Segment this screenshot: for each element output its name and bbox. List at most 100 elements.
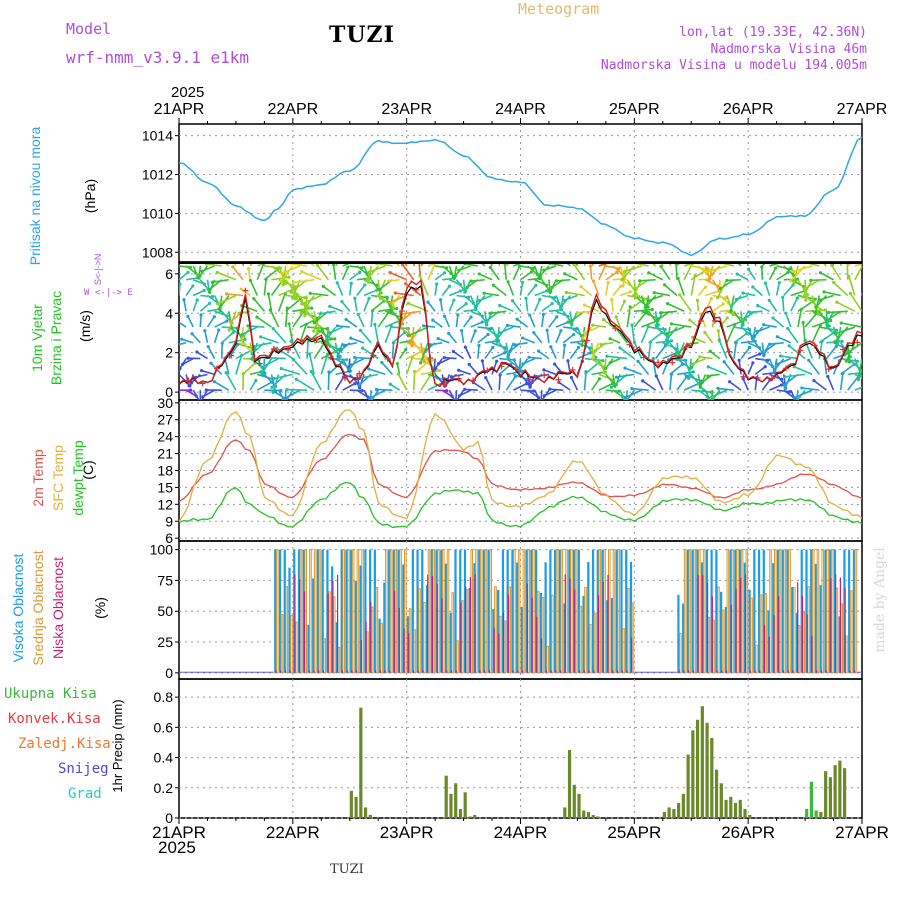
- wind-arrow: [285, 389, 294, 400]
- wind-arrow: [772, 317, 785, 328]
- wind-arrow-head: [179, 366, 182, 371]
- wind-arrow-head: [250, 356, 254, 360]
- wind-arrow-head: [632, 340, 637, 344]
- wind-arrow-head: [698, 385, 702, 389]
- wind-arrow: [562, 345, 566, 359]
- low-cloud-bar: [327, 593, 329, 673]
- wind-arrow: [679, 294, 692, 312]
- wind-arrow: [351, 357, 365, 366]
- wind-arrow: [183, 299, 187, 312]
- wind-arrow: [730, 295, 735, 312]
- low-cloud-bar: [488, 670, 490, 673]
- mid-cloud-bar: [385, 549, 388, 674]
- wind-arrow-head: [506, 280, 510, 284]
- wind-arrow-head: [210, 295, 215, 299]
- high-cloud-bar: [421, 549, 424, 673]
- wind-arrow: [747, 362, 754, 375]
- wind-arrow: [564, 262, 571, 267]
- wind-arrow: [534, 290, 548, 297]
- wind-arrow-head: [763, 365, 767, 369]
- wind-arrow: [549, 388, 564, 391]
- wind-arrow: [434, 272, 445, 281]
- wind-arrow-head: [872, 381, 875, 384]
- wind-marker: [256, 360, 263, 367]
- wind-arrow: [432, 319, 443, 328]
- mid-cloud-bar: [432, 549, 436, 674]
- wind-arrow-head: [582, 303, 587, 307]
- wind-arrow-head: [604, 366, 608, 370]
- high-cloud-bar: [572, 549, 576, 673]
- wind-marker: [498, 363, 505, 370]
- wind-arrow-head: [777, 280, 781, 285]
- wind-arrow-head: [706, 374, 710, 378]
- mid-cloud-bar: [323, 638, 326, 674]
- wind-arrow: [226, 293, 244, 297]
- wind-arrow: [818, 332, 835, 344]
- precip-bar: [710, 737, 714, 818]
- low-cloud-bar: [564, 574, 566, 673]
- wind-arrow-head: [387, 279, 391, 283]
- cloud-bars: [179, 549, 862, 674]
- wind-arrow-head: [791, 269, 796, 273]
- wind-arrow: [196, 351, 208, 360]
- wind-arrow: [281, 367, 301, 376]
- wind-arrow: [548, 316, 558, 328]
- high-cloud-bar: [629, 561, 633, 673]
- wind-arrow-head: [654, 323, 658, 328]
- wind-arrow: [696, 300, 700, 312]
- wind-arrow-head: [669, 339, 674, 343]
- mid-cloud-bar: [816, 549, 820, 674]
- wind-arrow-head: [248, 278, 253, 283]
- low-cloud-bar: [593, 670, 595, 673]
- wind-arrow: [836, 301, 856, 312]
- wind-arrow-head: [485, 322, 489, 326]
- wind-arrow: [307, 262, 315, 267]
- wind-arrow: [689, 319, 699, 328]
- wind-arrow: [560, 295, 571, 307]
- wind-arrow-head: [510, 299, 515, 303]
- wind-arrow: [669, 374, 673, 391]
- wind-arrow: [192, 299, 198, 312]
- wind-arrow-head: [329, 246, 332, 249]
- wind-arrow-head: [389, 257, 392, 260]
- wind-arrow-head: [538, 297, 542, 301]
- low-cloud-bar: [460, 602, 462, 673]
- high-cloud-bar: [852, 549, 856, 673]
- high-cloud-bar: [525, 549, 528, 673]
- wind-arrow: [662, 342, 678, 350]
- wind-arrow-head: [378, 287, 382, 291]
- wind-arrow-head: [623, 366, 627, 370]
- wind-arrow-head: [666, 302, 670, 306]
- bottom-year: 2025: [158, 838, 196, 857]
- precip-bar: [667, 807, 671, 818]
- high-cloud-bar: [563, 603, 566, 673]
- wind-arrow: [609, 337, 621, 344]
- high-cloud-bar: [610, 598, 614, 673]
- wind-arrow: [655, 375, 664, 391]
- wind-arrow-head: [562, 343, 567, 347]
- wind-marker: [213, 365, 220, 372]
- wind-arrow-head: [306, 305, 310, 309]
- wind-arrow-head: [447, 331, 451, 335]
- wind-arrow: [584, 326, 600, 334]
- precip-bar: [686, 754, 690, 818]
- high-cloud-bar: [335, 622, 339, 673]
- wind-arrow-head: [812, 379, 816, 383]
- wind-arrow-head: [284, 281, 288, 285]
- wind-arrow: [345, 318, 358, 328]
- wind-arrow-head: [396, 372, 400, 376]
- wind-arrow: [634, 308, 653, 313]
- wind-arrow: [757, 304, 770, 313]
- low-cloud-bar: [507, 594, 509, 673]
- low-cloud-bar: [559, 670, 562, 673]
- wind-arrow: [845, 342, 856, 362]
- wind-arrow: [371, 389, 379, 400]
- wind-arrow: [687, 358, 693, 379]
- wind-arrow-head: [751, 361, 755, 365]
- wind-arrow-head: [770, 255, 773, 258]
- wind-arrow: [591, 262, 597, 267]
- wind-arrow-head: [463, 387, 467, 391]
- y-tick-label: 18: [157, 463, 173, 479]
- high-cloud-bar: [331, 566, 334, 673]
- wind-arrow-head: [250, 352, 254, 356]
